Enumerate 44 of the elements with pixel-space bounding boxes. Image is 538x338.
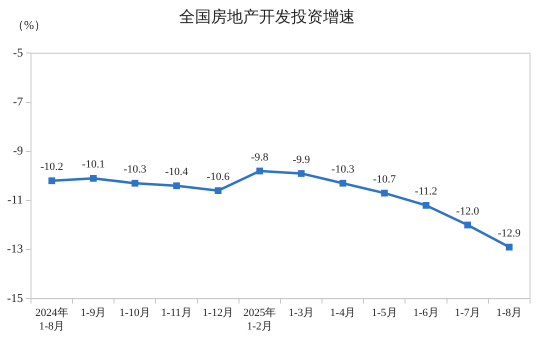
x-tick-label: 1-4月 [330, 307, 356, 320]
x-tick-label: 2025年 1-2月 [243, 307, 276, 332]
x-tick-label: 1-10月 [119, 307, 151, 320]
y-tick-label: -7 [12, 94, 23, 108]
x-tick-label: 1-9月 [80, 307, 106, 320]
data-label: -10.4 [165, 166, 188, 178]
y-tick-label: -13 [6, 242, 23, 256]
data-label: -10.2 [40, 161, 64, 174]
point [90, 174, 97, 182]
chart-title: 全国房地产开发投资增速 [179, 6, 355, 26]
y-tick-label: -11 [7, 192, 23, 207]
point [173, 182, 180, 190]
point [132, 180, 138, 187]
data-label: -12.0 [456, 205, 480, 218]
data-label: -10.3 [123, 164, 147, 176]
y-tick-label: -5 [12, 45, 23, 60]
x-tick-label: 1-7月 [454, 307, 480, 320]
data-label: -9.8 [250, 151, 269, 164]
data-label: -10.7 [372, 173, 396, 186]
data-label: -11.2 [414, 186, 438, 198]
data-label: -10.3 [331, 164, 355, 176]
data-label: -10.1 [82, 158, 105, 171]
data-label: -9.9 [292, 154, 310, 166]
point [48, 177, 56, 184]
x-tick-label: 1-5月 [372, 307, 398, 320]
point [256, 168, 264, 174]
point [340, 180, 346, 187]
point [381, 190, 388, 196]
x-tick-label: 1-12月 [202, 307, 234, 320]
point [506, 244, 513, 250]
x-tick-label: 1-11月 [161, 307, 192, 320]
data-label: -10.6 [206, 171, 230, 184]
x-tick-label: 1-3月 [288, 307, 314, 320]
x-tick-label: 1-8月 [496, 307, 522, 320]
point [422, 202, 430, 209]
x-tick-label: 1-6月 [413, 307, 439, 320]
x-tick-label: 2024年 1-8月 [35, 307, 68, 332]
point [464, 222, 471, 228]
data-label: -12.9 [498, 227, 522, 240]
y-tick-label: -9 [12, 144, 23, 158]
y-tick-label: -15 [6, 290, 23, 305]
point [298, 170, 305, 177]
point [214, 187, 222, 194]
y-axis-title: （%） [12, 18, 46, 32]
